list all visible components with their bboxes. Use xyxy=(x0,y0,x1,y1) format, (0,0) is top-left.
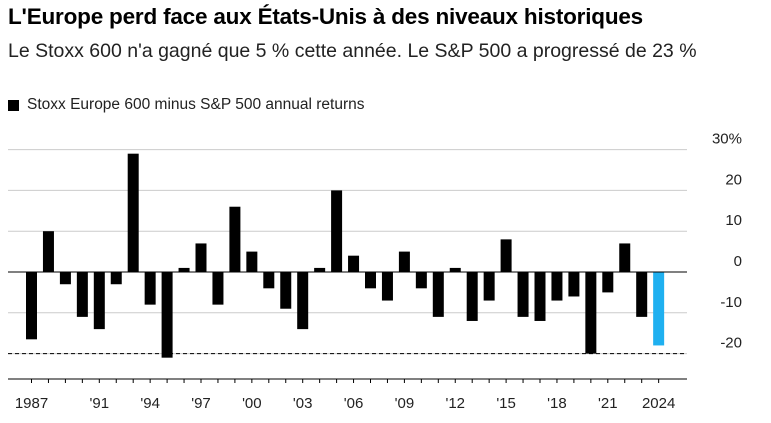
bar-2002 xyxy=(280,272,292,309)
bar-2018 xyxy=(551,272,563,301)
y-tick-label: -20 xyxy=(720,335,742,352)
bar-2011 xyxy=(432,272,444,317)
bar-1996 xyxy=(178,267,190,272)
bar-2010 xyxy=(415,272,427,289)
bar-2013 xyxy=(466,272,478,321)
x-tick-label: '09 xyxy=(395,395,415,412)
bar-2024 xyxy=(653,272,665,346)
y-tick-label: 30% xyxy=(712,131,742,148)
bar-1992 xyxy=(110,272,122,285)
bar-1991 xyxy=(93,272,105,330)
bar-1993 xyxy=(127,153,139,272)
bar-1994 xyxy=(144,272,156,305)
legend-label: Stoxx Europe 600 minus S&P 500 annual re… xyxy=(27,96,365,113)
bar-1989 xyxy=(59,272,71,285)
bar-2007 xyxy=(365,272,376,289)
bar-1988 xyxy=(42,231,54,272)
legend: Stoxx Europe 600 minus S&P 500 annual re… xyxy=(8,96,364,114)
x-tick-label: '91 xyxy=(90,395,110,412)
x-tick-label: '94 xyxy=(140,395,160,412)
x-tick-label: '00 xyxy=(242,395,262,412)
y-tick-label: -10 xyxy=(720,294,742,311)
x-tick-label: '15 xyxy=(496,395,516,412)
x-tick-label: 2024 xyxy=(642,395,675,412)
bar-2015 xyxy=(500,239,512,272)
bar-1999 xyxy=(229,206,241,272)
chart-subtitle: Le Stoxx 600 n'a gagné que 5 % cette ann… xyxy=(8,40,697,62)
bar-2003 xyxy=(297,272,309,330)
bar-2023 xyxy=(636,272,648,317)
bar-1990 xyxy=(76,272,88,317)
x-tick-label: '21 xyxy=(598,395,618,412)
bar-2004 xyxy=(314,267,326,272)
bar-2008 xyxy=(381,272,393,301)
bar-1998 xyxy=(212,272,224,305)
y-tick-label: 20 xyxy=(725,171,742,188)
chart-title: L'Europe perd face aux États-Unis à des … xyxy=(8,4,643,29)
y-tick-label: 0 xyxy=(734,253,742,270)
bar-1997 xyxy=(195,243,207,272)
bar-1995 xyxy=(161,272,173,358)
x-tick-label: '06 xyxy=(344,395,364,412)
bar-2016 xyxy=(517,272,529,317)
bar-2019 xyxy=(568,272,580,297)
x-tick-label: '12 xyxy=(445,395,465,412)
bar-2021 xyxy=(602,272,614,293)
bar-1987 xyxy=(26,272,37,340)
bar-2009 xyxy=(398,251,410,272)
bar-2020 xyxy=(585,272,597,354)
bar-2012 xyxy=(449,267,461,272)
bar-2017 xyxy=(534,272,546,321)
x-tick-label: '97 xyxy=(191,395,211,412)
legend-swatch xyxy=(8,99,19,111)
bar-2001 xyxy=(263,272,275,289)
x-tick-label: '03 xyxy=(293,395,313,412)
bar-2006 xyxy=(348,255,360,272)
x-tick-label: 1987 xyxy=(15,395,48,412)
bar-2005 xyxy=(331,190,343,272)
bar-2022 xyxy=(619,243,631,272)
bar-2014 xyxy=(483,272,495,301)
x-tick-label: '18 xyxy=(547,395,567,412)
bar-2000 xyxy=(246,251,258,272)
y-tick-label: 10 xyxy=(725,212,742,229)
